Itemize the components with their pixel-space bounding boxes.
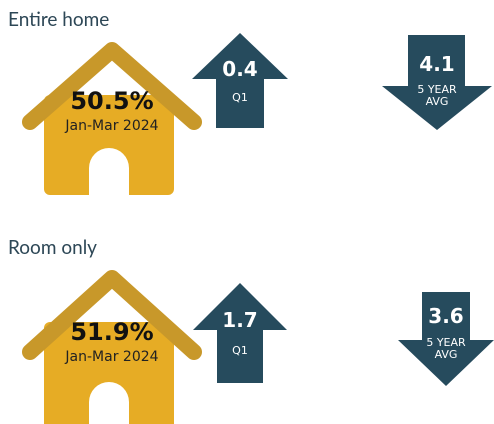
up-arrow xyxy=(193,283,287,383)
down-label: AVG xyxy=(435,348,458,361)
share: 50.5% xyxy=(70,87,153,115)
house-door xyxy=(89,382,129,424)
period: Jan-Mar 2024 xyxy=(64,349,158,365)
section-title: Room only xyxy=(8,236,97,259)
house-roof xyxy=(22,270,202,360)
down-label: AVG xyxy=(426,95,449,108)
section-title: Entire home xyxy=(8,8,109,31)
down-value: 3.6 xyxy=(428,304,463,328)
period: Jan-Mar 2024 xyxy=(64,118,158,134)
up-value: 0.4 xyxy=(222,57,257,81)
down-label: 5 YEAR xyxy=(417,83,457,96)
down-arrow xyxy=(398,292,494,386)
down-arrow xyxy=(382,35,492,130)
house-door xyxy=(89,148,129,196)
section: Room only 51.9% Jan-Mar 2024 1.7 Q1 3.6 … xyxy=(8,236,494,424)
house-body xyxy=(44,322,174,424)
up-label: Q1 xyxy=(232,344,248,357)
down-value: 4.1 xyxy=(419,52,454,76)
section: Entire home 50.5% Jan-Mar 2024 0.4 Q1 4.… xyxy=(8,8,492,196)
house-roof xyxy=(22,42,202,130)
up-arrow xyxy=(192,33,288,128)
up-label: Q1 xyxy=(232,91,248,104)
share: 51.9% xyxy=(70,318,153,346)
up-value: 1.7 xyxy=(222,308,257,332)
down-label: 5 YEAR xyxy=(426,336,466,349)
house-body xyxy=(44,95,174,195)
